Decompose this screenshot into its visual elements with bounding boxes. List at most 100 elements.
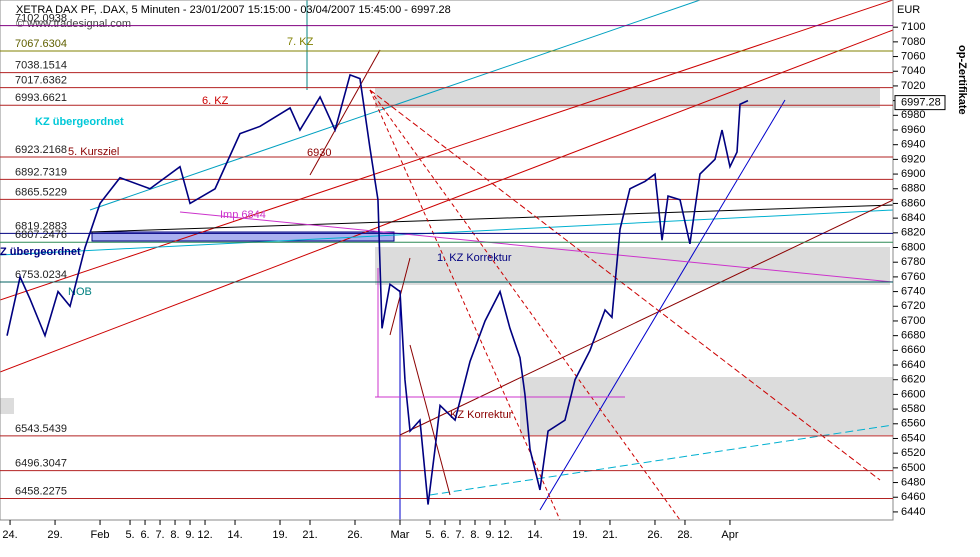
y-tick-label: 7060 [901, 50, 925, 62]
y-tick-label: 6540 [901, 432, 925, 444]
trend-line [89, 204, 894, 233]
last-value-box [894, 95, 946, 111]
y-tick-label: 6840 [901, 212, 925, 224]
annotation: Z übergeordnet [0, 246, 81, 258]
y-tick-label: 6720 [901, 300, 925, 312]
zone [520, 377, 893, 435]
y-tick-label: 6560 [901, 418, 925, 430]
trend-line [0, 209, 894, 256]
y-tick-label: 6780 [901, 256, 925, 268]
x-tick-label: 14. [227, 529, 242, 541]
annotation: 5. Kursziel [68, 146, 119, 158]
trend-line [369, 89, 681, 521]
level-label: 7102.0938 [15, 13, 67, 25]
level-label: 6819.2883 [15, 220, 67, 232]
y-tick-label: 7020 [901, 80, 925, 92]
x-tick-label: 21. [602, 529, 617, 541]
x-tick-label: 24. [2, 529, 17, 541]
trend-line [0, 0, 894, 301]
y-tick-label: 6960 [901, 124, 925, 136]
x-tick-label: 5. [125, 529, 134, 541]
y-tick-label: 6600 [901, 388, 925, 400]
trend-line [399, 199, 894, 436]
x-tick-label: 19. [272, 529, 287, 541]
x-tick-label: Mar [391, 529, 410, 541]
plot-frame [0, 0, 894, 521]
trend-line [0, 29, 894, 373]
zones [0, 88, 893, 435]
zone [375, 247, 890, 285]
x-tick-label: 29. [47, 529, 62, 541]
level-label: 7017.6362 [15, 75, 67, 87]
x-tick-label: 7. [155, 529, 164, 541]
chart-title: XETRA DAX PF, .DAX, 5 Minuten - 23/01/20… [16, 4, 451, 16]
level-label: 6993.6621 [15, 92, 67, 104]
x-tick-label: 8. [470, 529, 479, 541]
annotation: 6. KZ [202, 95, 229, 107]
x-tick-label: 7. [455, 529, 464, 541]
x-tick-label: Apr [721, 529, 738, 541]
level-label: 6753.0234 [15, 269, 67, 281]
y-tick-label: 6760 [901, 271, 925, 283]
annotation: 7. KZ [287, 36, 314, 48]
y-tick-label: 6820 [901, 227, 925, 239]
x-tick-label: 26. [347, 529, 362, 541]
y-tick-label: 6920 [901, 153, 925, 165]
x-tick-label: Feb [91, 529, 110, 541]
y-tick-label: 6500 [901, 462, 925, 474]
x-tick-label: 14. [527, 529, 542, 541]
level-label: 6543.5439 [15, 423, 67, 435]
y-tick-label: 6880 [901, 183, 925, 195]
trend-line [369, 89, 881, 481]
y-tick-label: 6800 [901, 241, 925, 253]
last-value-label: 6997.28 [901, 97, 941, 109]
y-tick-label: 7080 [901, 36, 925, 48]
zone [91, 231, 395, 242]
x-tick-label: 19. [572, 529, 587, 541]
y-tick-label: 6440 [901, 506, 925, 518]
x-tick-label: 5. [425, 529, 434, 541]
y-tick-label: 7100 [901, 21, 925, 33]
x-tick-label: 26. [647, 529, 662, 541]
x-tick-label: 6. [140, 529, 149, 541]
y-tick-label: 6900 [901, 168, 925, 180]
annotation: KZ übergeordnet [35, 116, 124, 128]
x-tick-label: 12. [197, 529, 212, 541]
y-tick-label: 6480 [901, 476, 925, 488]
trend-line [409, 344, 451, 496]
x-tick-label: 6. [440, 529, 449, 541]
y-tick-label: 6460 [901, 491, 925, 503]
level-label: 6923.2168 [15, 144, 67, 156]
y-axis-label: EUR [897, 4, 920, 16]
annotation: Imp 6844 [220, 209, 266, 221]
y-tick-label: 6620 [901, 374, 925, 386]
x-tick-label: 21. [302, 529, 317, 541]
annotation: KZ Korrektur [450, 409, 513, 421]
trend-line [179, 211, 894, 283]
y-tick-label: 6700 [901, 315, 925, 327]
level-label: 6458.2275 [15, 485, 67, 497]
annotation: 6930 [307, 147, 331, 159]
chart-subtitle: © www.tradesignal.com [16, 18, 131, 30]
zone [375, 88, 880, 108]
annotation: NOB [68, 286, 92, 298]
y-tick-label: 6680 [901, 330, 925, 342]
y-tick-label: 6980 [901, 109, 925, 121]
x-tick-label: 9. [485, 529, 494, 541]
y-tick-label: 7040 [901, 65, 925, 77]
y-tick-label: 6520 [901, 447, 925, 459]
x-tick-label: 28. [677, 529, 692, 541]
level-label: 6496.3047 [15, 457, 67, 469]
trend-line [429, 424, 894, 496]
x-tick-label: 9. [185, 529, 194, 541]
trend-line [369, 89, 561, 521]
y-tick-label: 6940 [901, 139, 925, 151]
trend-line [539, 99, 786, 511]
side-label: op-Zertifikate [956, 45, 968, 115]
level-label: 6807.2476 [15, 229, 67, 241]
y-tick-label: 6860 [901, 197, 925, 209]
y-tick-label: 6640 [901, 359, 925, 371]
y-tick-label: 6580 [901, 403, 925, 415]
y-tick-label: 6740 [901, 285, 925, 297]
